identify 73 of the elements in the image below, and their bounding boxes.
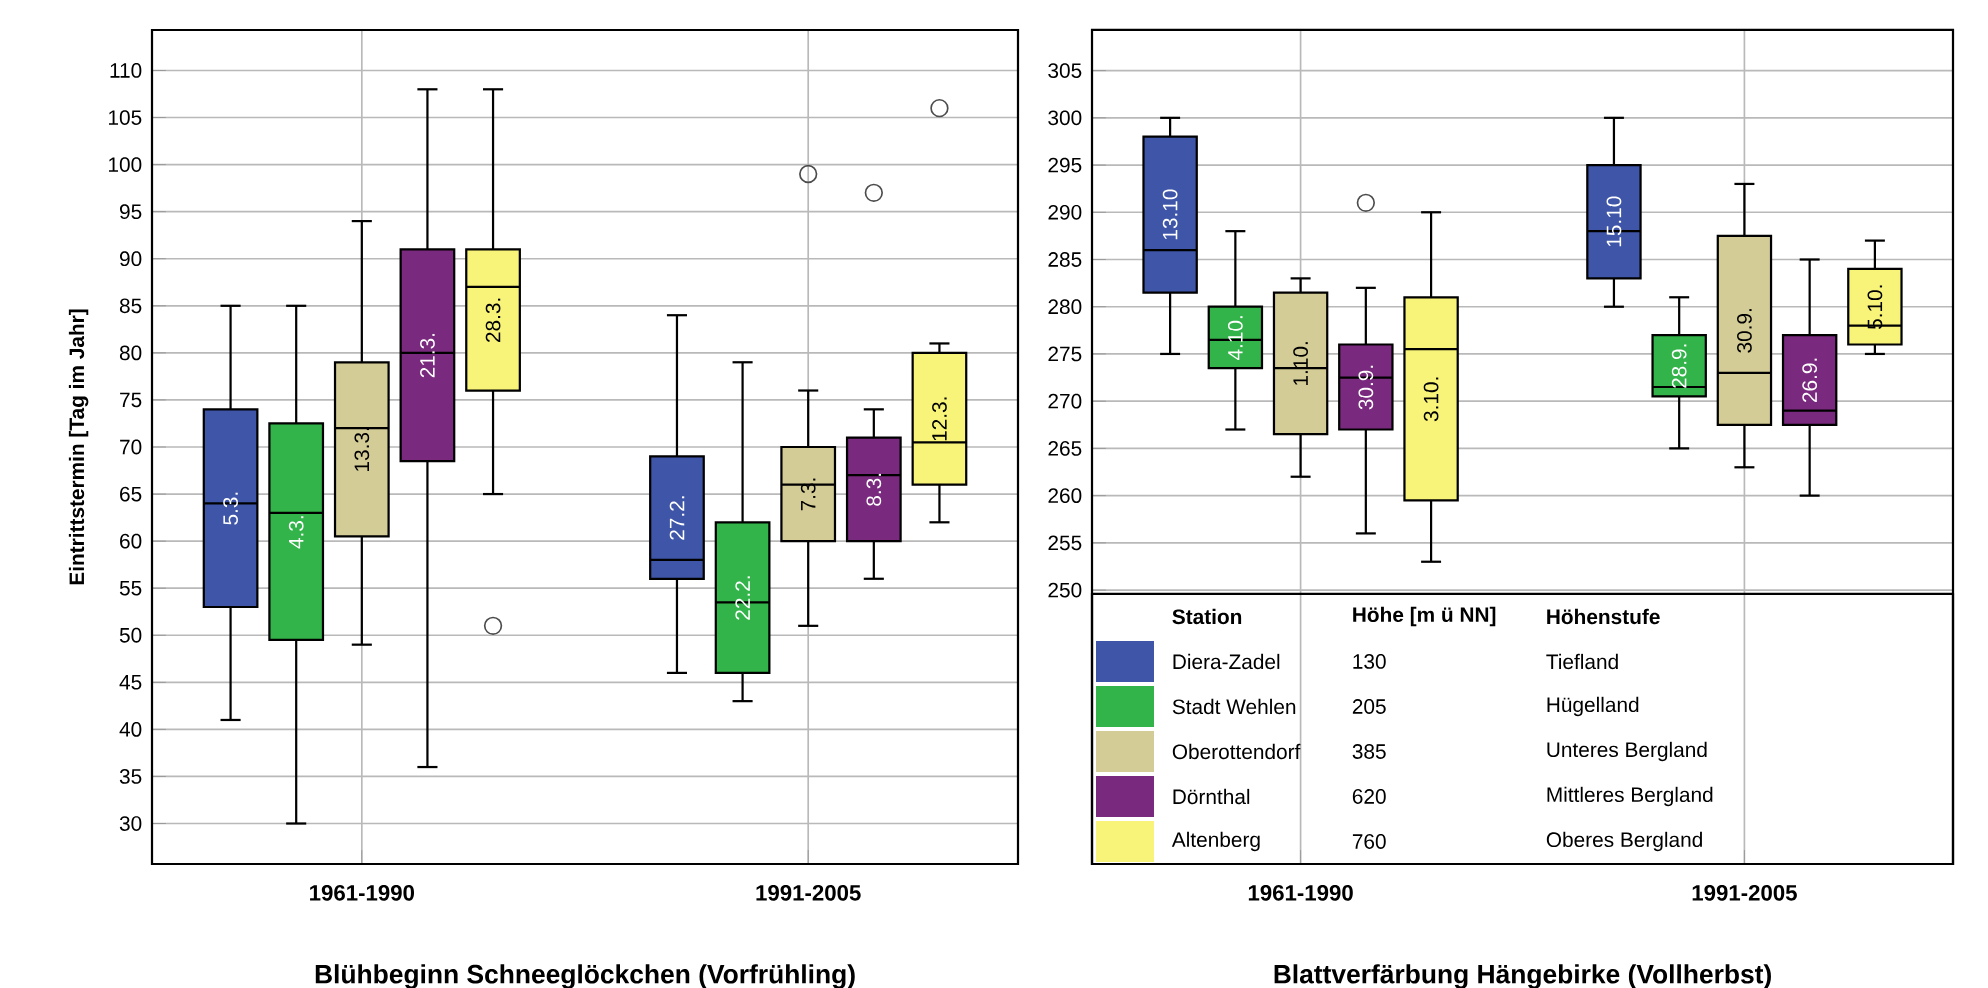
y-tick-label: 35 bbox=[119, 769, 142, 784]
y-tick-label: 265 bbox=[1048, 441, 1082, 456]
y-tick-label: 295 bbox=[1048, 157, 1082, 173]
y-tick-label: 285 bbox=[1048, 252, 1082, 267]
y-tick-label: 40 bbox=[119, 722, 142, 737]
y-tick-label: 290 bbox=[1048, 204, 1082, 220]
text: 12.3. bbox=[932, 397, 947, 441]
y-tick-label: 275 bbox=[1048, 346, 1082, 362]
y-tick-label: 255 bbox=[1048, 535, 1082, 551]
text: 13.10 bbox=[1162, 189, 1178, 240]
annotation: Mittleres Bergland bbox=[1547, 786, 1713, 807]
y-tick-label: 55 bbox=[119, 580, 142, 596]
y-tick-label: 70 bbox=[120, 439, 142, 455]
y-tick-label: 95 bbox=[119, 204, 142, 220]
y-tick-label: 30 bbox=[119, 816, 142, 831]
legend-label: Oberottendorf bbox=[1172, 743, 1301, 760]
text: 4.10. bbox=[1227, 316, 1243, 361]
annotation: Oberes Bergland bbox=[1546, 831, 1702, 852]
text: 1.10. bbox=[1293, 342, 1308, 385]
x-tick-label: 1991-2005 bbox=[1692, 884, 1797, 901]
y-tick-label: 110 bbox=[110, 63, 142, 78]
y-tick-label: 85 bbox=[119, 298, 142, 314]
annotation: 620 bbox=[1352, 789, 1386, 804]
text: 13.3. bbox=[354, 428, 370, 471]
y-tick-label: 50 bbox=[119, 627, 142, 643]
annotation: Hügelland bbox=[1547, 696, 1639, 717]
text: 28.3. bbox=[485, 298, 501, 343]
annotation: Unteres Bergland bbox=[1547, 741, 1707, 762]
annotation: 760 bbox=[1352, 834, 1386, 849]
y-tick-label: 100 bbox=[109, 157, 142, 172]
text: 26.9. bbox=[1802, 358, 1818, 403]
text: 28.9. bbox=[1671, 344, 1687, 388]
y-tick-label: 90 bbox=[119, 251, 142, 267]
text: 3.10. bbox=[1423, 377, 1439, 422]
x-axis-title: Blühbeginn Schneeglöckchen (Vorfrühling) bbox=[315, 964, 855, 988]
y-tick-label: 65 bbox=[120, 486, 142, 502]
legend-label: Diera-Zadel bbox=[1173, 653, 1280, 670]
legend-label: Altenberg bbox=[1171, 831, 1260, 852]
y-axis-title: Eintrittstermin [Tag im Jahr] bbox=[68, 309, 89, 585]
text: 22.2. bbox=[735, 576, 750, 620]
x-tick-label: 1961-1990 bbox=[1248, 884, 1353, 901]
annotation: 205 bbox=[1352, 699, 1386, 714]
x-tick-label: 1991-2005 bbox=[756, 884, 861, 901]
text: 30.9. bbox=[1737, 309, 1752, 353]
text: 27.2. bbox=[669, 496, 685, 540]
annotation: 385 bbox=[1352, 744, 1386, 759]
text: 21.3. bbox=[420, 333, 435, 378]
y-tick-label: 305 bbox=[1048, 63, 1082, 78]
legend-label: Stadt Wehlen bbox=[1172, 698, 1296, 715]
legend-title: Station bbox=[1172, 608, 1242, 625]
y-tick-label: 60 bbox=[120, 533, 142, 549]
text: 4.3. bbox=[288, 516, 304, 549]
legend-label: Dörnthal bbox=[1173, 788, 1250, 805]
y-tick-label: 300 bbox=[1048, 110, 1082, 126]
text: 5.3. bbox=[223, 492, 238, 525]
y-tick-label: 250 bbox=[1048, 582, 1082, 598]
y-tick-label: 80 bbox=[119, 345, 142, 361]
y-tick-label: 270 bbox=[1048, 393, 1082, 409]
text: 5.10. bbox=[1867, 285, 1883, 330]
annotation: Höhenstufe bbox=[1547, 608, 1660, 625]
y-tick-label: 280 bbox=[1048, 299, 1082, 315]
y-tick-label: 75 bbox=[120, 392, 142, 408]
y-tick-label: 260 bbox=[1048, 488, 1082, 504]
annotation: Tiefland bbox=[1546, 653, 1618, 670]
annotation: Höhe [m ü NN] bbox=[1353, 606, 1496, 627]
y-tick-label: 45 bbox=[119, 675, 142, 690]
text: 30.9. bbox=[1358, 365, 1374, 410]
x-axis-title: Blattverfärbung Hängebirke (Vollherbst) bbox=[1274, 964, 1771, 988]
text: 8.3. bbox=[866, 473, 882, 506]
text: 15.10 bbox=[1606, 196, 1622, 247]
y-tick-label: 105 bbox=[109, 110, 142, 125]
x-tick-label: 1961-1990 bbox=[310, 884, 415, 901]
annotation: 130 bbox=[1353, 654, 1386, 669]
